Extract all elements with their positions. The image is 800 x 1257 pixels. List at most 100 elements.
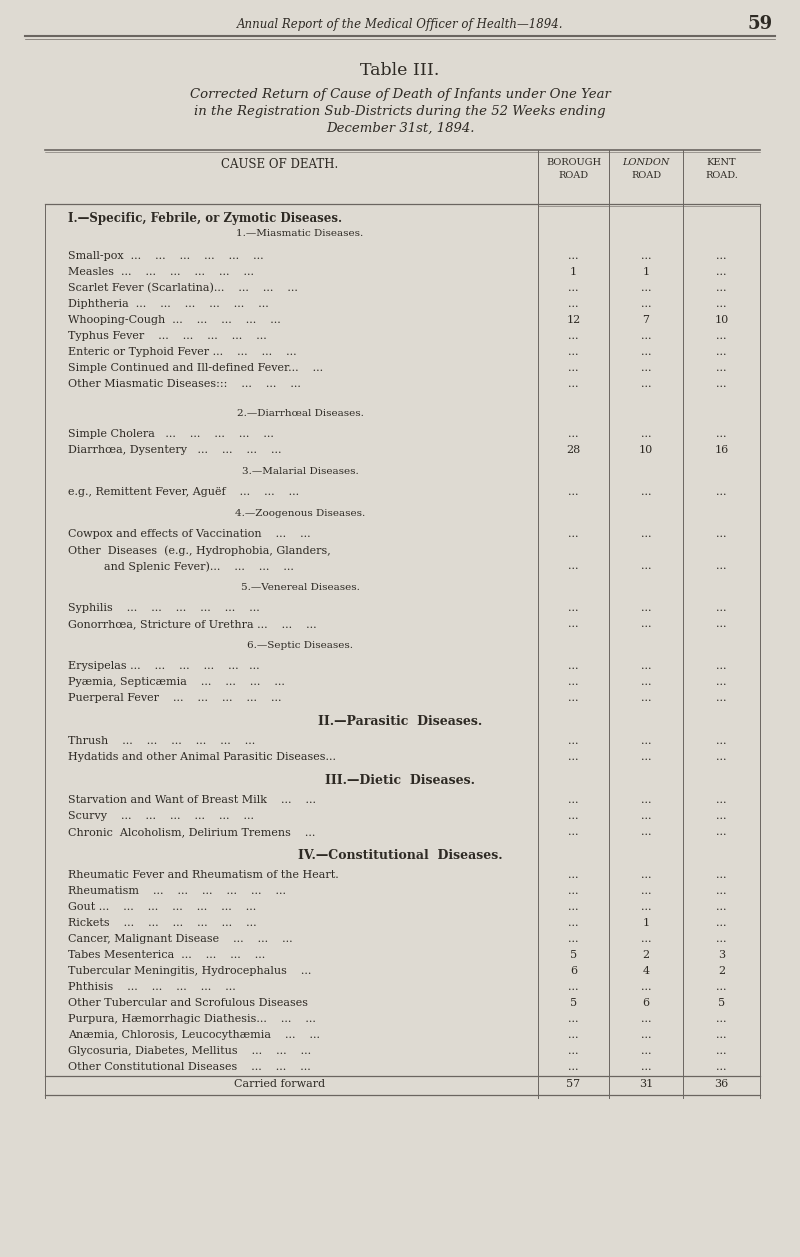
Text: 6.—Septic Diseases.: 6.—Septic Diseases. — [247, 641, 353, 650]
Text: ...: ... — [568, 1046, 578, 1056]
Text: Glycosuria, Diabetes, Mellitus    ...    ...    ...: Glycosuria, Diabetes, Mellitus ... ... .… — [68, 1046, 311, 1056]
Text: ROAD: ROAD — [558, 171, 589, 180]
Text: ...: ... — [568, 486, 578, 497]
Text: Corrected Return of Cause of Death of Infants under One Year: Corrected Return of Cause of Death of In… — [190, 88, 610, 101]
Text: ...: ... — [641, 678, 651, 688]
Text: Simple Cholera   ...    ...    ...    ...    ...: Simple Cholera ... ... ... ... ... — [68, 429, 274, 439]
Text: III.—Dietic  Diseases.: III.—Dietic Diseases. — [325, 774, 475, 787]
Text: 4: 4 — [642, 965, 650, 975]
Text: ...: ... — [716, 737, 726, 745]
Text: ...: ... — [641, 737, 651, 745]
Text: ...: ... — [568, 283, 578, 293]
Text: ...: ... — [568, 363, 578, 373]
Text: ...: ... — [716, 266, 726, 277]
Text: ...: ... — [568, 251, 578, 261]
Text: 1: 1 — [642, 918, 650, 928]
Text: ...: ... — [641, 299, 651, 309]
Text: 7: 7 — [642, 316, 650, 326]
Text: 2: 2 — [642, 950, 650, 960]
Text: ...: ... — [568, 934, 578, 944]
Text: ...: ... — [641, 1062, 651, 1072]
Text: Diarrhœa, Dysentery   ...    ...    ...    ...: Diarrhœa, Dysentery ... ... ... ... — [68, 445, 282, 455]
Text: ...: ... — [641, 486, 651, 497]
Text: ROAD.: ROAD. — [705, 171, 738, 180]
Text: Thrush    ...    ...    ...    ...    ...    ...: Thrush ... ... ... ... ... ... — [68, 737, 255, 745]
Text: ...: ... — [641, 331, 651, 341]
Text: Measles  ...    ...    ...    ...    ...    ...: Measles ... ... ... ... ... ... — [68, 266, 254, 277]
Text: 3.—Malarial Diseases.: 3.—Malarial Diseases. — [242, 468, 358, 476]
Text: 5: 5 — [718, 998, 725, 1008]
Text: ...: ... — [641, 1029, 651, 1040]
Text: ...: ... — [716, 603, 726, 613]
Text: 4.—Zoogenous Diseases.: 4.—Zoogenous Diseases. — [235, 509, 365, 518]
Text: 10: 10 — [639, 445, 653, 455]
Text: ...: ... — [641, 618, 651, 628]
Text: ...: ... — [641, 529, 651, 539]
Text: ...: ... — [716, 529, 726, 539]
Text: Syphilis    ...    ...    ...    ...    ...    ...: Syphilis ... ... ... ... ... ... — [68, 603, 260, 613]
Text: Typhus Fever    ...    ...    ...    ...    ...: Typhus Fever ... ... ... ... ... — [68, 331, 266, 341]
Text: Rheumatic Fever and Rheumatism of the Heart.: Rheumatic Fever and Rheumatism of the He… — [68, 870, 338, 880]
Text: Gonorrhœa, Stricture of Urethra ...    ...    ...: Gonorrhœa, Stricture of Urethra ... ... … — [68, 618, 317, 628]
Text: Cowpox and effects of Vaccination    ...    ...: Cowpox and effects of Vaccination ... ..… — [68, 529, 310, 539]
Text: ...: ... — [641, 811, 651, 821]
Text: ...: ... — [641, 903, 651, 913]
Text: ...: ... — [568, 794, 578, 804]
Text: Cancer, Malignant Disease    ...    ...    ...: Cancer, Malignant Disease ... ... ... — [68, 934, 293, 944]
Text: 1.—Miasmatic Diseases.: 1.—Miasmatic Diseases. — [236, 229, 364, 238]
Text: ...: ... — [716, 1062, 726, 1072]
Text: and Splenic Fever)...    ...    ...    ...: and Splenic Fever)... ... ... ... — [90, 561, 294, 572]
Text: 10: 10 — [714, 316, 729, 326]
Text: ...: ... — [716, 299, 726, 309]
Text: e.g., Remittent Fever, Aguëf    ...    ...    ...: e.g., Remittent Fever, Aguëf ... ... ... — [68, 486, 299, 497]
Text: ...: ... — [568, 693, 578, 703]
Text: ...: ... — [716, 678, 726, 688]
Text: Phthisis    ...    ...    ...    ...    ...: Phthisis ... ... ... ... ... — [68, 982, 236, 992]
Text: Whooping-Cough  ...    ...    ...    ...    ...: Whooping-Cough ... ... ... ... ... — [68, 316, 281, 326]
Text: ...: ... — [716, 870, 726, 880]
Text: 3: 3 — [718, 950, 725, 960]
Text: 28: 28 — [566, 445, 581, 455]
Text: ...: ... — [716, 903, 726, 913]
Text: Carried forward: Carried forward — [234, 1079, 326, 1089]
Text: Other Constitutional Diseases    ...    ...    ...: Other Constitutional Diseases ... ... ..… — [68, 1062, 310, 1072]
Text: ...: ... — [641, 982, 651, 992]
Text: ...: ... — [641, 661, 651, 671]
Text: ...: ... — [716, 693, 726, 703]
Text: ...: ... — [568, 661, 578, 671]
Text: Other Tubercular and Scrofulous Diseases: Other Tubercular and Scrofulous Diseases — [68, 998, 308, 1008]
Text: ...: ... — [641, 603, 651, 613]
Text: ...: ... — [568, 827, 578, 837]
Text: ...: ... — [641, 283, 651, 293]
Text: ...: ... — [716, 752, 726, 762]
Text: ...: ... — [716, 661, 726, 671]
Text: 5.—Venereal Diseases.: 5.—Venereal Diseases. — [241, 583, 359, 592]
Text: ...: ... — [641, 886, 651, 896]
Text: Rheumatism    ...    ...    ...    ...    ...    ...: Rheumatism ... ... ... ... ... ... — [68, 886, 286, 896]
Text: Diphtheria  ...    ...    ...    ...    ...    ...: Diphtheria ... ... ... ... ... ... — [68, 299, 269, 309]
Text: ...: ... — [641, 363, 651, 373]
Text: ...: ... — [641, 1014, 651, 1024]
Text: Annual Report of the Medical Officer of Health—1894.: Annual Report of the Medical Officer of … — [237, 18, 563, 31]
Text: ...: ... — [568, 886, 578, 896]
Text: Other Miasmatic Diseases:::    ...    ...    ...: Other Miasmatic Diseases::: ... ... ... — [68, 380, 301, 388]
Text: BOROUGH: BOROUGH — [546, 158, 601, 167]
Text: ...: ... — [568, 752, 578, 762]
Text: ...: ... — [568, 603, 578, 613]
Text: ...: ... — [568, 561, 578, 571]
Text: ...: ... — [641, 1046, 651, 1056]
Text: Puerperal Fever    ...    ...    ...    ...    ...: Puerperal Fever ... ... ... ... ... — [68, 693, 282, 703]
Text: ...: ... — [716, 811, 726, 821]
Text: CAUSE OF DEATH.: CAUSE OF DEATH. — [222, 158, 338, 171]
Text: ...: ... — [716, 982, 726, 992]
Text: ...: ... — [641, 752, 651, 762]
Text: 6: 6 — [570, 965, 577, 975]
Text: ROAD: ROAD — [631, 171, 661, 180]
Text: Other  Diseases  (e.g., Hydrophobia, Glanders,: Other Diseases (e.g., Hydrophobia, Gland… — [68, 546, 330, 556]
Text: Enteric or Typhoid Fever ...    ...    ...    ...: Enteric or Typhoid Fever ... ... ... ... — [68, 347, 297, 357]
Text: ...: ... — [641, 251, 651, 261]
Text: ...: ... — [568, 299, 578, 309]
Text: ...: ... — [568, 903, 578, 913]
Text: Table III.: Table III. — [360, 62, 440, 79]
Text: ...: ... — [568, 331, 578, 341]
